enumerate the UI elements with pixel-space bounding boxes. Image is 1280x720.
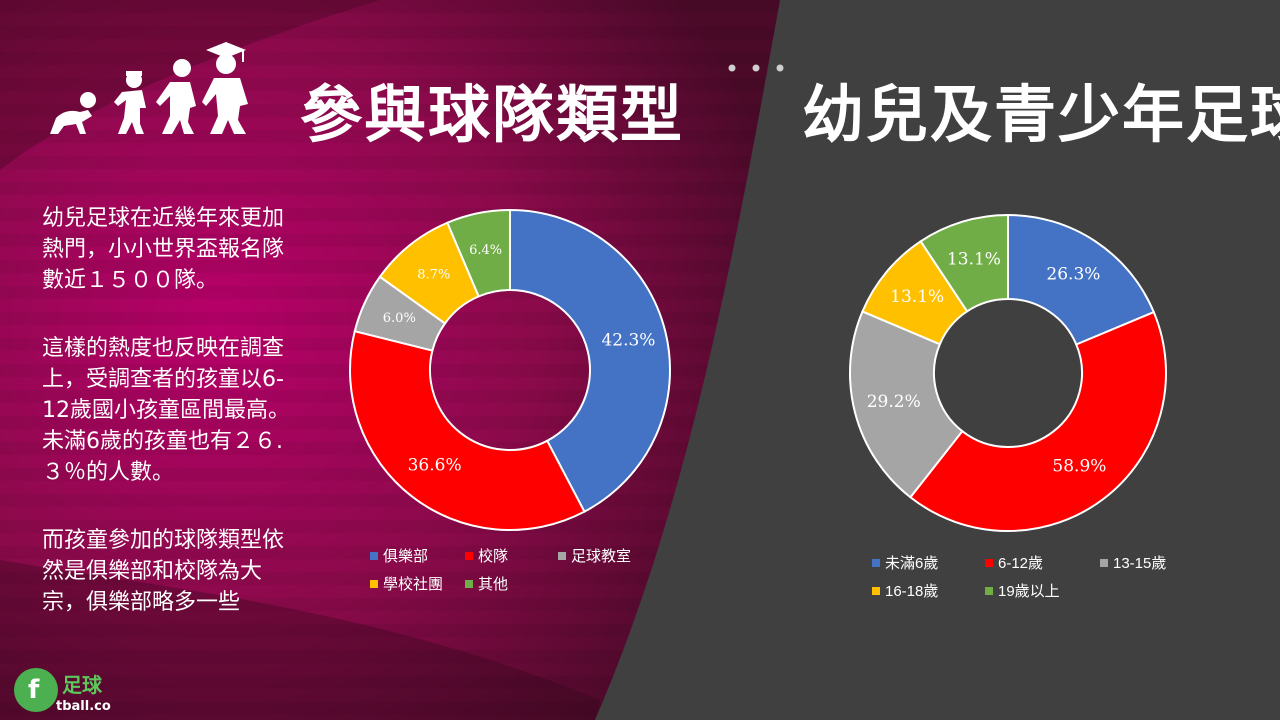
donut-2-slice-2 — [908, 310, 1167, 532]
growing-children-icon — [50, 42, 248, 134]
legend-1-swatch-3 — [558, 552, 566, 560]
legend-1-label-4: 學校社團 — [383, 576, 444, 593]
legend-2-item-5: 19歲以上 — [985, 580, 1060, 601]
legend-1-label-3: 足球教室 — [571, 548, 632, 565]
legend-1-label-1: 俱樂部 — [383, 548, 429, 565]
donut-1-slice-2 — [349, 329, 586, 531]
paragraph-team-types: 而孩童參加的球隊類型依然是俱樂部和校隊為大宗，俱樂部略多一些 — [42, 528, 285, 615]
legend-2-label-4: 16-18歲 — [885, 583, 939, 600]
legend-1-item-4: 學校社團 — [370, 573, 443, 594]
donut-1-label-3: 6.0% — [383, 311, 416, 326]
logo-text: 足球 — [62, 673, 103, 697]
legend-1-item-5: 其他 — [465, 573, 508, 594]
legend-2-item-3: 13-15歲 — [1100, 552, 1166, 573]
legend-2-item-1: 未滿6歲 — [872, 552, 938, 573]
legend-2-label-1: 未滿6歲 — [885, 555, 939, 572]
donut-1-label-4: 8.7% — [417, 267, 450, 282]
legend-2-swatch-5 — [985, 587, 993, 595]
logo-subtext: tball.co — [56, 699, 111, 714]
legend-1-swatch-1 — [370, 552, 378, 560]
legend-2-label-5: 19歲以上 — [998, 583, 1060, 600]
legend-1-item-2: 校隊 — [465, 545, 508, 566]
decorative-dots — [728, 64, 784, 72]
legend-1-item-1: 俱樂部 — [370, 545, 428, 566]
legend-2-swatch-4 — [872, 587, 880, 595]
legend-2-swatch-3 — [1100, 559, 1108, 567]
legend-2-item-4: 16-18歲 — [872, 580, 938, 601]
paragraph-popularity: 幼兒足球在近幾年來更加熱門，小小世界盃報名隊數近１５００隊。 — [42, 206, 285, 293]
donut-2-slice-1 — [1007, 213, 1156, 346]
paragraph-survey: 這樣的熱度也反映在調查上，受調查者的孩童以6-12歲國小孩童區間最高。未滿6歲的… — [42, 336, 290, 485]
donut-1-slice-1 — [509, 208, 671, 513]
legend-2-swatch-1 — [872, 559, 880, 567]
title-youth-football: 幼兒及青少年足球 — [802, 78, 1280, 151]
svg-text:f: f — [28, 675, 40, 705]
legend-2-swatch-2 — [985, 559, 993, 567]
donut-1-label-2: 36.6% — [408, 455, 462, 475]
donut-2-label-2: 58.9% — [1052, 456, 1106, 476]
donut-2-slice-5 — [919, 213, 1009, 313]
legend-1-label-2: 校隊 — [478, 548, 509, 565]
donut-2-label-5: 13.1% — [947, 250, 1001, 270]
legend-1-label-5: 其他 — [478, 576, 509, 593]
donut-1-slice-5 — [446, 208, 511, 298]
legend-1-swatch-4 — [370, 580, 378, 588]
legend-2-label-2: 6-12歲 — [998, 555, 1044, 572]
legend-1-item-3: 足球教室 — [558, 545, 631, 566]
donut-2-label-3: 29.2% — [867, 392, 921, 412]
legend-1-swatch-5 — [465, 580, 473, 588]
donut-2-slice-3 — [849, 310, 964, 499]
legend-1-swatch-2 — [465, 552, 473, 560]
football-logo-icon: f 足球 tball.co — [14, 668, 111, 714]
donut-1-label-1: 42.3% — [601, 330, 655, 350]
donut-2-label-1: 26.3% — [1046, 264, 1100, 284]
title-team-types: 參與球隊類型 — [300, 78, 685, 151]
legend-2-label-3: 13-15歲 — [1113, 555, 1167, 572]
legend-2-item-2: 6-12歲 — [985, 552, 1043, 573]
donut-1-label-5: 6.4% — [469, 243, 502, 258]
donut-2-label-4: 13.1% — [890, 287, 944, 307]
